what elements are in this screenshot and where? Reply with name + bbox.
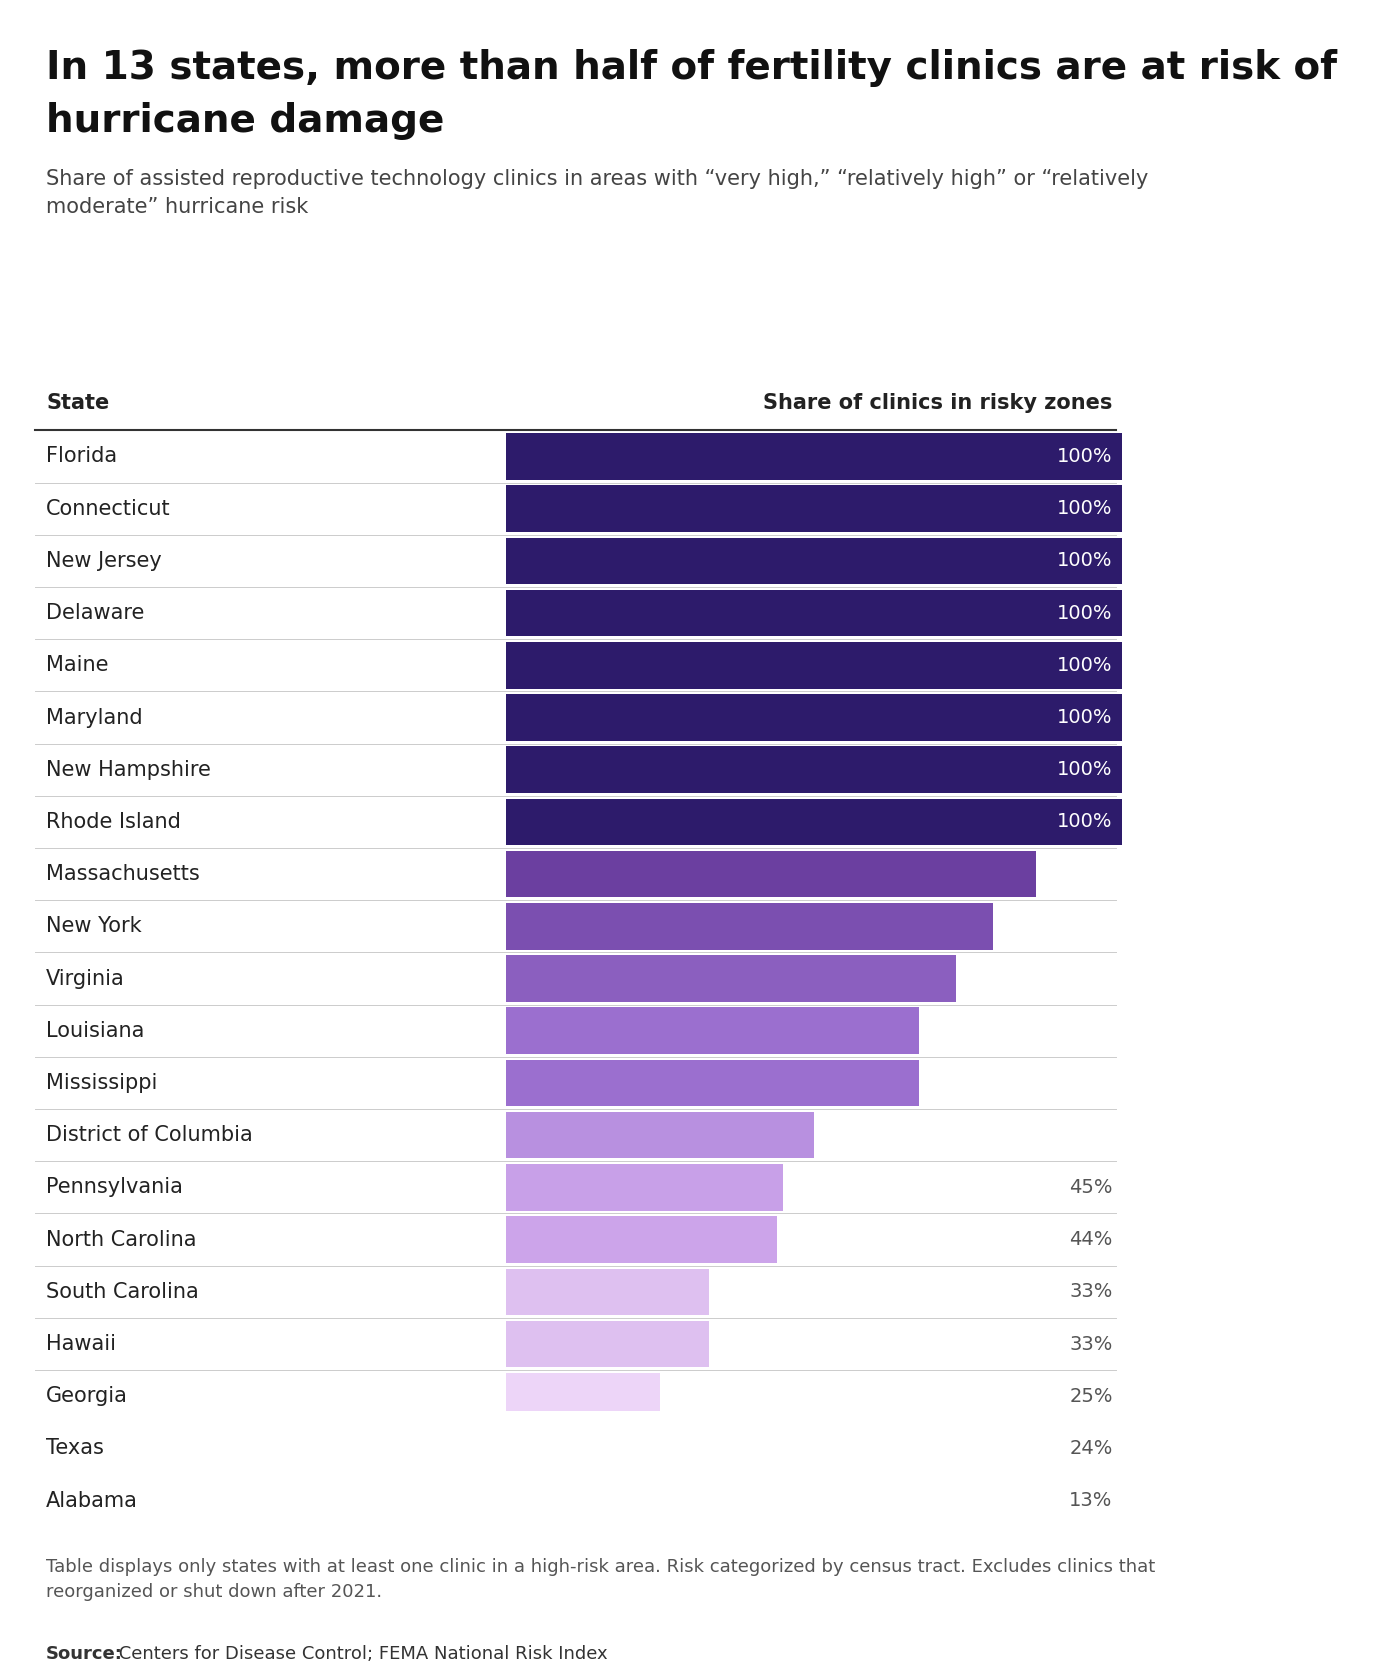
FancyBboxPatch shape [507, 1216, 777, 1263]
Text: 50%: 50% [1070, 1126, 1113, 1144]
Text: 100%: 100% [1057, 603, 1113, 623]
FancyBboxPatch shape [507, 486, 1121, 533]
Text: 13%: 13% [1070, 1492, 1113, 1510]
Text: South Carolina: South Carolina [46, 1282, 199, 1302]
Text: Table displays only states with at least one clinic in a high-risk area. Risk ca: Table displays only states with at least… [46, 1557, 1155, 1601]
FancyBboxPatch shape [507, 433, 1121, 480]
Text: Alabama: Alabama [46, 1490, 137, 1510]
FancyBboxPatch shape [507, 904, 993, 949]
Text: New Hampshire: New Hampshire [46, 759, 211, 780]
FancyBboxPatch shape [507, 1060, 918, 1105]
Text: New York: New York [46, 916, 141, 936]
Text: 100%: 100% [1057, 813, 1113, 832]
Text: Maine: Maine [46, 655, 109, 675]
Text: Hawaii: Hawaii [46, 1334, 116, 1354]
Text: Louisiana: Louisiana [46, 1021, 144, 1042]
Text: hurricane damage: hurricane damage [46, 101, 444, 139]
FancyBboxPatch shape [507, 694, 1121, 741]
Text: 100%: 100% [1057, 499, 1113, 517]
Text: Maryland: Maryland [46, 707, 143, 727]
FancyBboxPatch shape [507, 1164, 783, 1211]
Text: 33%: 33% [1070, 1334, 1113, 1354]
Text: In 13 states, more than half of fertility clinics are at risk of: In 13 states, more than half of fertilit… [46, 49, 1337, 87]
Text: 100%: 100% [1057, 447, 1113, 465]
FancyBboxPatch shape [507, 1373, 661, 1420]
Text: Pennsylvania: Pennsylvania [46, 1178, 183, 1198]
Text: 100%: 100% [1057, 655, 1113, 675]
Text: New Jersey: New Jersey [46, 551, 162, 571]
Text: Florida: Florida [46, 447, 118, 467]
Text: 44%: 44% [1070, 1230, 1113, 1250]
Text: Virginia: Virginia [46, 969, 125, 988]
Text: 33%: 33% [1070, 1282, 1113, 1302]
Text: North Carolina: North Carolina [46, 1230, 196, 1250]
Text: 73%: 73% [1070, 969, 1113, 988]
FancyBboxPatch shape [507, 1477, 587, 1524]
Text: 67%: 67% [1070, 1021, 1113, 1040]
Text: Delaware: Delaware [46, 603, 144, 623]
Text: 79%: 79% [1070, 917, 1113, 936]
FancyBboxPatch shape [507, 538, 1121, 585]
Text: District of Columbia: District of Columbia [46, 1126, 253, 1146]
Text: 86%: 86% [1070, 865, 1113, 884]
Text: 25%: 25% [1070, 1386, 1113, 1406]
FancyBboxPatch shape [507, 590, 1121, 637]
Text: 100%: 100% [1057, 707, 1113, 727]
Text: 100%: 100% [1057, 551, 1113, 571]
Text: Rhode Island: Rhode Island [46, 811, 181, 832]
FancyBboxPatch shape [507, 1008, 918, 1053]
FancyBboxPatch shape [507, 798, 1121, 845]
Text: Massachusetts: Massachusetts [46, 864, 200, 884]
FancyBboxPatch shape [507, 1268, 710, 1315]
Text: Share of assisted reproductive technology clinics in areas with “very high,” “re: Share of assisted reproductive technolog… [46, 170, 1148, 217]
Text: 24%: 24% [1070, 1440, 1113, 1458]
FancyBboxPatch shape [507, 746, 1121, 793]
Text: 67%: 67% [1070, 1074, 1113, 1092]
FancyBboxPatch shape [507, 850, 1036, 897]
Text: Centers for Disease Control; FEMA National Risk Index: Centers for Disease Control; FEMA Nation… [113, 1645, 608, 1663]
FancyBboxPatch shape [507, 1425, 654, 1472]
FancyBboxPatch shape [507, 1112, 813, 1159]
Text: 100%: 100% [1057, 761, 1113, 780]
Text: State: State [46, 393, 109, 413]
Text: Mississippi: Mississippi [46, 1074, 157, 1094]
Text: 45%: 45% [1070, 1178, 1113, 1196]
Text: Connecticut: Connecticut [46, 499, 171, 519]
FancyBboxPatch shape [507, 1320, 710, 1368]
Text: Texas: Texas [46, 1438, 104, 1458]
Text: Share of clinics in risky zones: Share of clinics in risky zones [763, 393, 1113, 413]
FancyBboxPatch shape [507, 642, 1121, 689]
Text: Georgia: Georgia [46, 1386, 127, 1406]
Text: Source:: Source: [46, 1645, 123, 1663]
FancyBboxPatch shape [507, 956, 956, 1001]
